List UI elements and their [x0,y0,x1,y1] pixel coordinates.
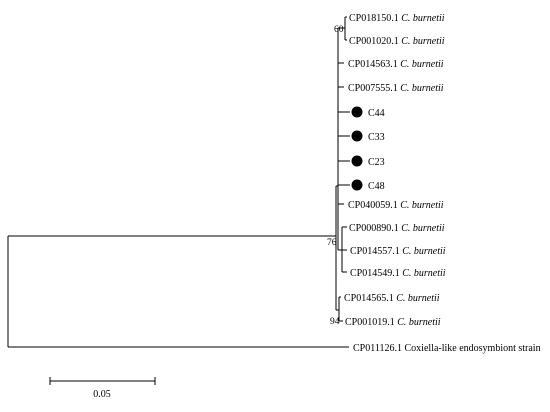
taxon-label: CP018150.1 C. burnetii [349,13,445,24]
sample-marker-c23 [351,155,363,167]
taxon-label: C23 [368,157,385,168]
taxon-label: CP001019.1 C. burnetii [345,317,441,328]
sample-marker-c48 [351,179,363,191]
scale-bar: 0.05 [49,377,156,400]
taxon-label: CP040059.1 C. burnetii [348,200,444,211]
taxon-label: CP007555.1 C. burnetii [348,83,444,94]
taxon-label: CP014557.1 C. burnetii [350,246,446,257]
taxon-label: C48 [368,181,385,192]
taxon-label: C33 [368,132,385,143]
sample-marker-c44 [351,106,363,118]
taxon-label: C44 [368,108,385,119]
support-value-main-clade: 76 [327,238,337,248]
taxon-label: CP014563.1 C. burnetii [348,59,444,70]
taxon-label: CP014549.1 C. burnetii [350,268,446,279]
support-value-bottom-pair: 94 [330,317,340,327]
taxon-label: CP014565.1 C. burnetii [344,293,440,304]
support-value-top-clade: 60 [334,25,344,35]
taxon-label: CP001020.1 C. burnetii [349,36,445,47]
sample-marker-c33 [351,130,363,142]
taxon-label: CP011126.1 Coxiella-like endosymbiont st… [353,343,541,354]
taxon-label: CP000890.1 C. burnetii [349,223,445,234]
scale-bar-label: 0.05 [93,389,111,400]
